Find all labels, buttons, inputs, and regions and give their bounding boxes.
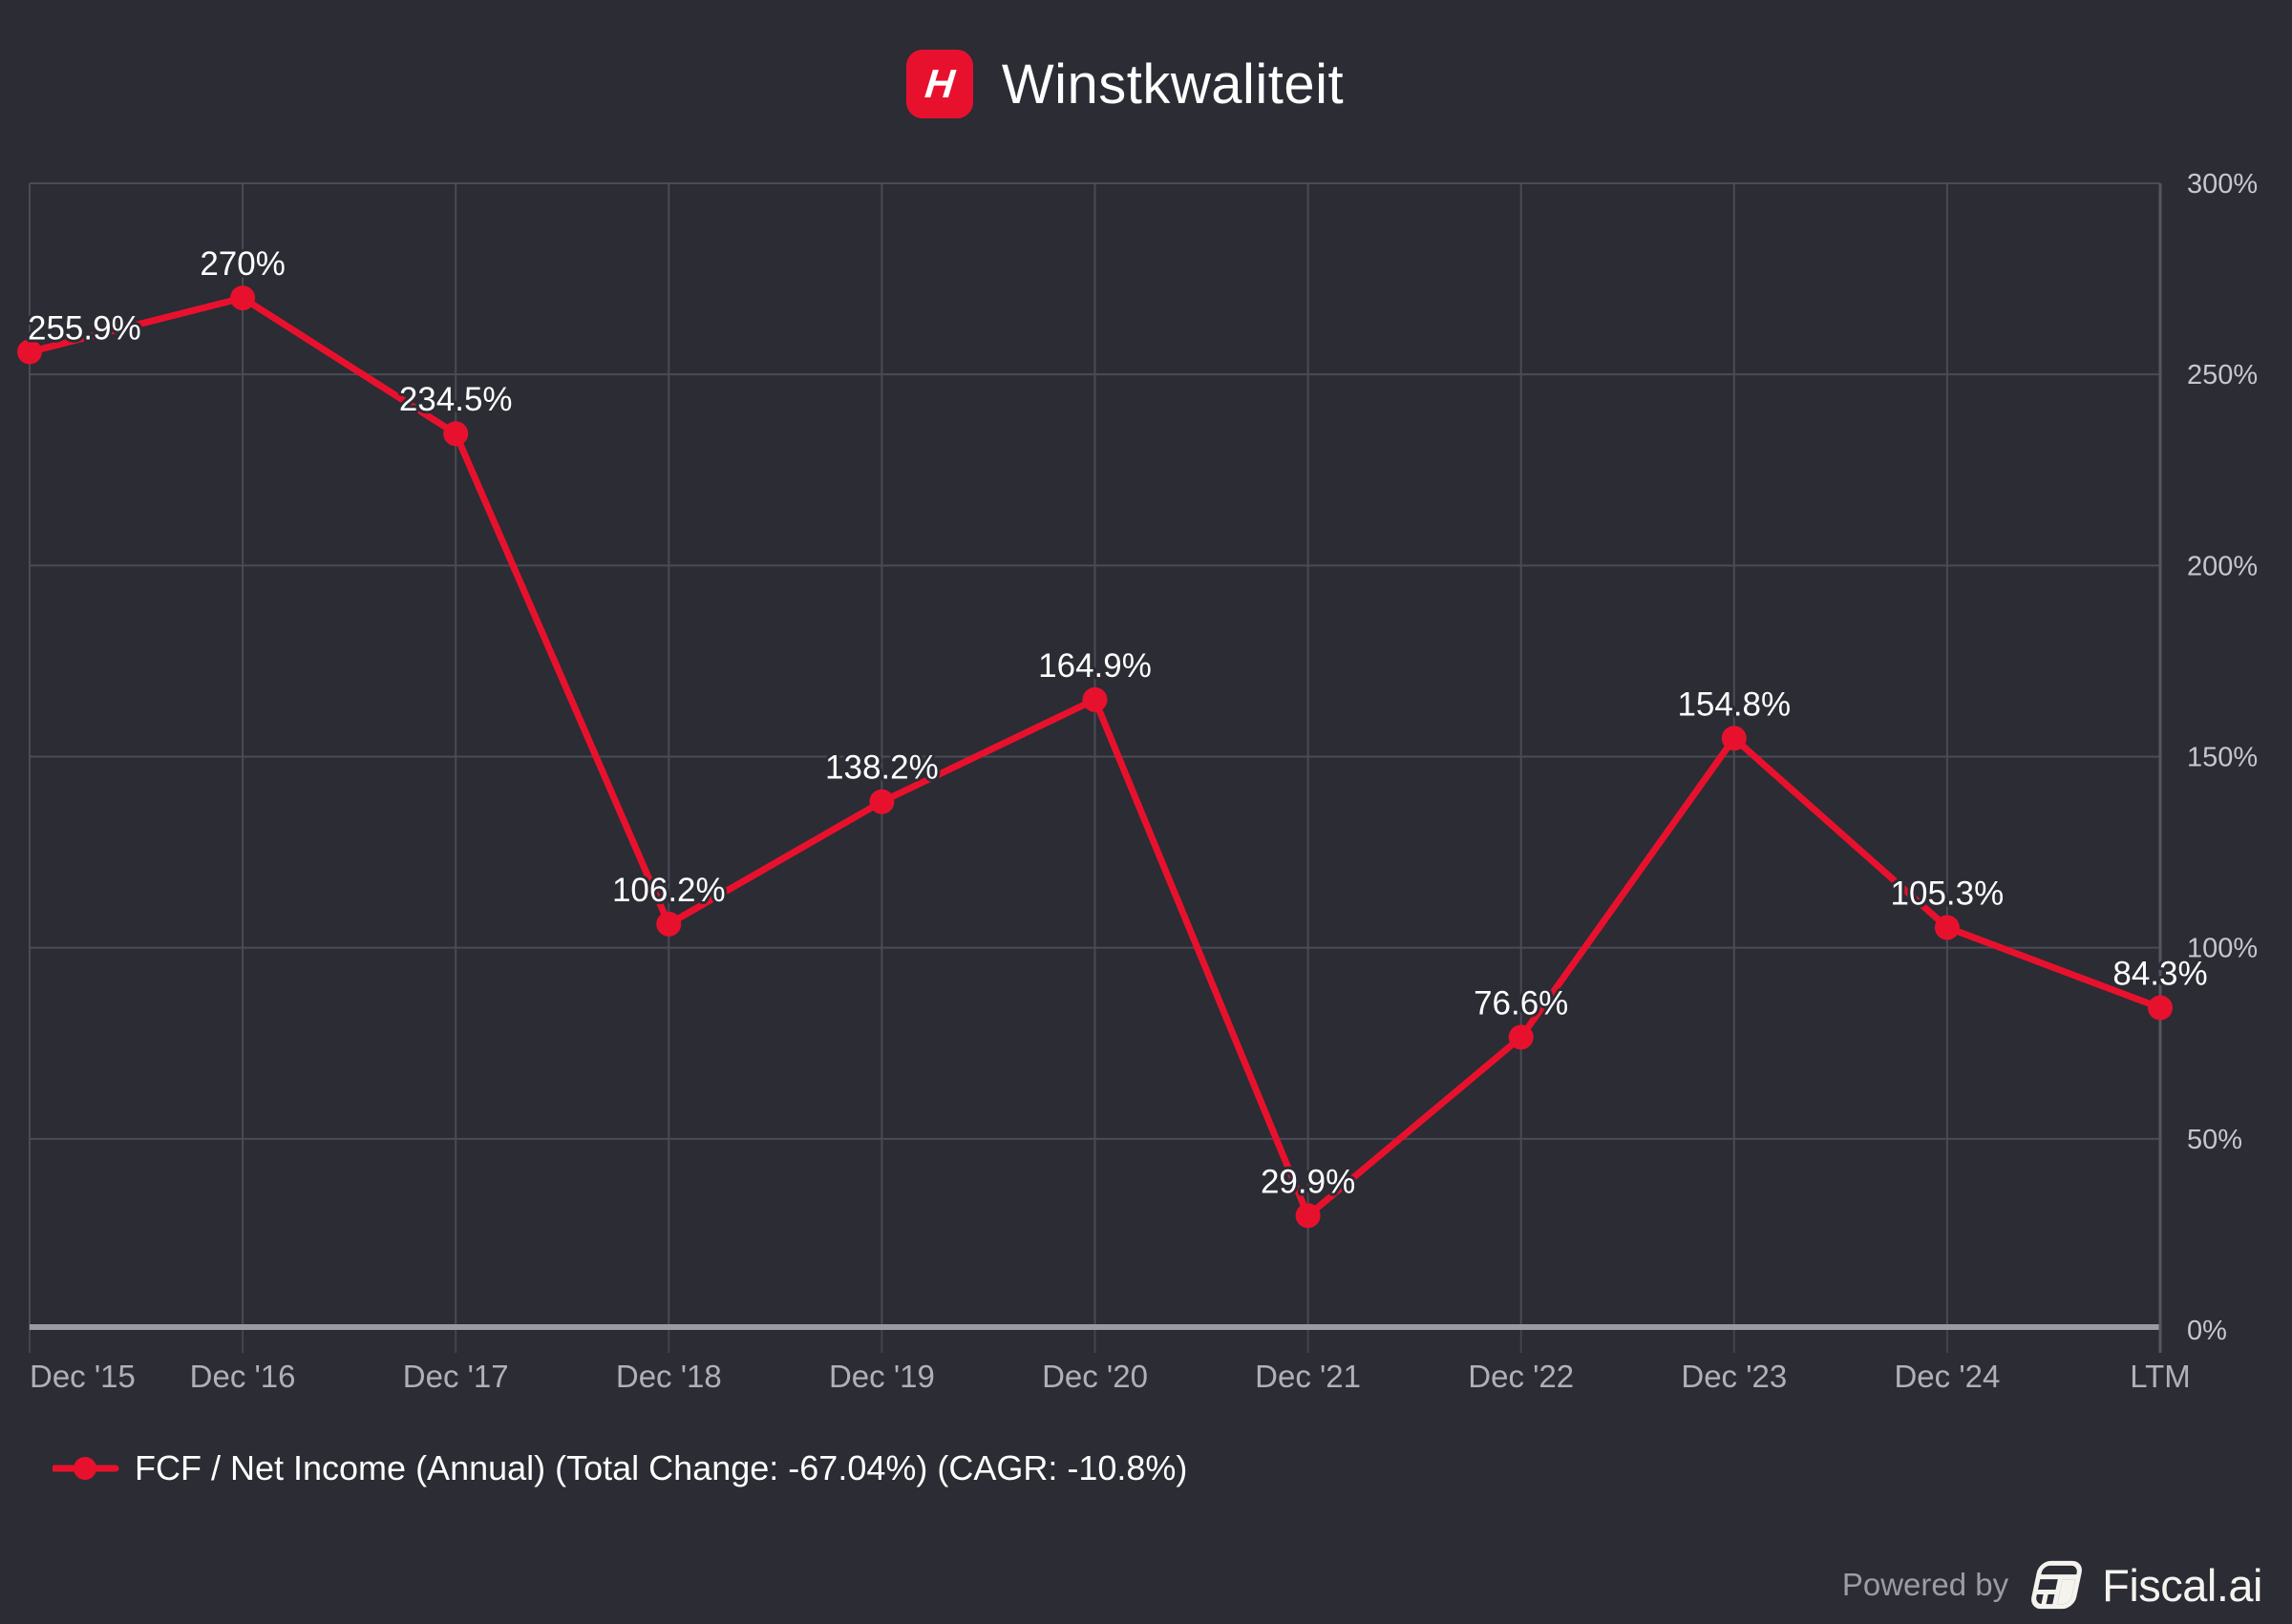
data-point-label: 105.3%: [1891, 875, 2005, 912]
y-axis-tick-label: 250%: [2187, 360, 2258, 390]
data-point[interactable]: [656, 911, 682, 937]
y-axis-tick-label: 50%: [2187, 1125, 2242, 1155]
data-point[interactable]: [869, 789, 895, 814]
x-axis-tick-label: Dec '21: [1255, 1359, 1361, 1394]
powered-by-text: Powered by: [1841, 1567, 2009, 1602]
page-title: Winstkwaliteit: [1001, 53, 1345, 116]
data-point-label: 234.5%: [399, 381, 513, 418]
y-axis-tick-label: 150%: [2187, 743, 2258, 773]
x-axis-tick-label: Dec '20: [1042, 1359, 1148, 1394]
x-axis-tick-label: Dec '22: [1468, 1359, 1574, 1394]
legend-series-marker-icon: [53, 1457, 119, 1480]
data-point[interactable]: [1082, 686, 1108, 712]
data-point[interactable]: [1508, 1024, 1534, 1050]
y-axis-tick-label: 100%: [2187, 934, 2258, 964]
x-axis-tick-label: Dec '15: [30, 1359, 136, 1394]
data-point-label: 154.8%: [1677, 685, 1791, 723]
data-point-label: 76.6%: [1474, 984, 1568, 1022]
powered-by-footer[interactable]: Powered by Fiscal.ai: [1841, 1558, 2263, 1612]
data-point[interactable]: [1295, 1203, 1321, 1229]
data-point-label: 255.9%: [28, 310, 141, 348]
x-axis-tick-label: Dec '16: [190, 1359, 296, 1394]
y-axis-tick-label: 300%: [2187, 169, 2258, 200]
legend-label: FCF / Net Income (Annual) (Total Change:…: [135, 1448, 1188, 1487]
x-axis-tick-label: LTM: [2130, 1359, 2191, 1394]
fiscal-ai-logo-icon: [2031, 1560, 2083, 1610]
chart-header: H Winstkwaliteit: [0, 50, 2271, 118]
x-axis-tick-label: Dec '23: [1681, 1359, 1787, 1394]
x-axis-tick-label: Dec '24: [1894, 1359, 2000, 1394]
x-axis-tick-label: Dec '17: [403, 1359, 509, 1394]
company-h-logo-letter: H: [923, 61, 957, 106]
data-point[interactable]: [443, 421, 469, 447]
company-h-logo-icon: H: [905, 50, 973, 118]
data-point[interactable]: [1721, 726, 1747, 751]
data-point-label: 138.2%: [825, 749, 939, 787]
data-point[interactable]: [1934, 915, 1960, 940]
data-point-label: 84.3%: [2112, 956, 2207, 993]
y-axis-tick-label: 0%: [2187, 1316, 2227, 1346]
data-point[interactable]: [2148, 995, 2173, 1021]
y-axis-tick-label: 200%: [2187, 551, 2258, 581]
fiscal-ai-brand-text[interactable]: Fiscal.ai: [2102, 1559, 2262, 1611]
data-point-label: 29.9%: [1261, 1163, 1355, 1200]
data-point[interactable]: [17, 339, 42, 365]
data-point-label: 106.2%: [612, 872, 726, 909]
data-point-label: 270%: [200, 245, 286, 283]
data-point-label: 164.9%: [1038, 647, 1152, 685]
x-axis-tick-label: Dec '19: [829, 1359, 935, 1394]
legend-item[interactable]: FCF / Net Income (Annual) (Total Change:…: [53, 1445, 1187, 1491]
data-point[interactable]: [230, 285, 256, 311]
x-axis-tick-label: Dec '18: [616, 1359, 722, 1394]
